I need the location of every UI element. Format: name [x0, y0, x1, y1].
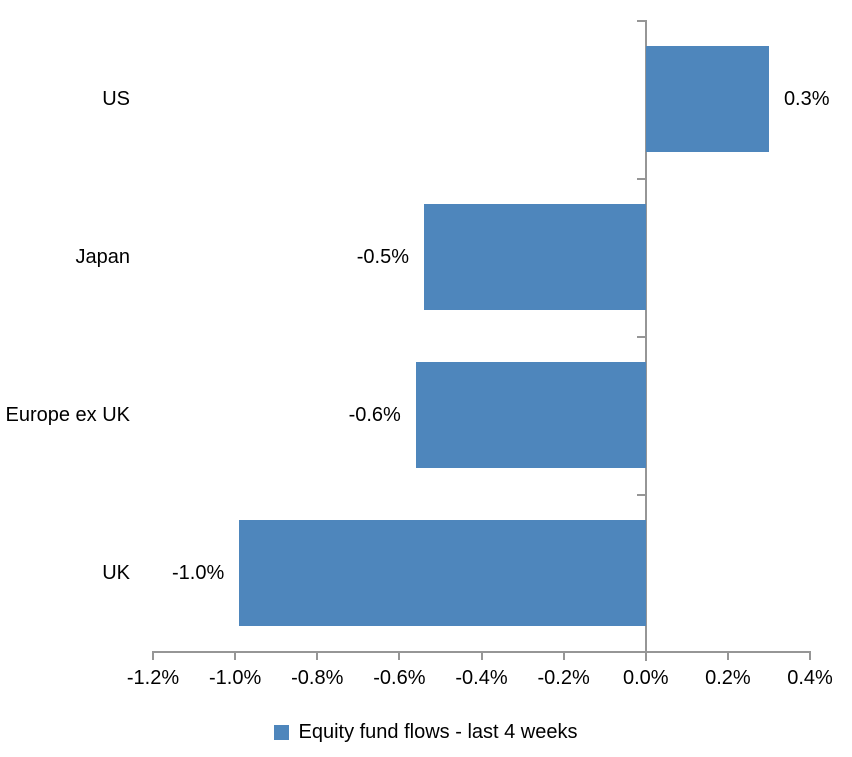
category-axis-tick [636, 336, 646, 338]
category-axis-tick [636, 20, 646, 22]
bar-japan [424, 204, 646, 310]
legend-series-swatch [274, 724, 290, 740]
x-axis-tick [480, 651, 483, 660]
x-axis-tick [726, 651, 729, 660]
legend: Equity fund flows - last 4 weeks [0, 720, 852, 744]
x-axis-tick-label: 0.2% [705, 667, 751, 689]
x-axis-tick-label: 0.0% [622, 667, 669, 689]
x-axis-tick [234, 651, 237, 660]
value-label-uk: -1.0% [171, 562, 225, 584]
x-axis-tick [316, 651, 319, 660]
legend-series-label: Equity fund flows - last 4 weeks [298, 721, 578, 743]
category-label-us: US [102, 88, 130, 110]
x-axis-tick [809, 651, 811, 660]
category-axis-tick [636, 178, 646, 180]
x-axis-tick [562, 651, 565, 660]
bar-uk [239, 520, 646, 626]
x-axis-tick-label: -0.8% [291, 667, 344, 689]
x-axis-tick [398, 651, 401, 660]
category-label-japan: Japan [75, 246, 131, 268]
value-label-japan: -0.5% [356, 246, 410, 268]
category-label-uk: UK [102, 562, 130, 584]
x-axis-tick-label: -0.6% [373, 667, 426, 689]
x-axis-tick [152, 651, 154, 660]
value-label-us: 0.3% [783, 88, 830, 110]
x-axis-tick-label: 0.4% [787, 667, 833, 689]
bar-europe-ex-uk [415, 362, 646, 468]
bar-us [645, 46, 769, 152]
x-axis-tick-label: -1.2% [126, 667, 180, 689]
category-label-europe-ex-uk: Europe ex UK [5, 404, 130, 426]
category-axis-tick [636, 494, 646, 496]
value-label-europe-ex-uk: -0.6% [348, 404, 401, 426]
x-axis-tick-label: -1.0% [209, 667, 262, 689]
category-axis-line [644, 20, 647, 661]
x-axis-tick-label: -0.4% [455, 667, 508, 689]
x-axis-tick-label: -0.2% [537, 667, 590, 689]
